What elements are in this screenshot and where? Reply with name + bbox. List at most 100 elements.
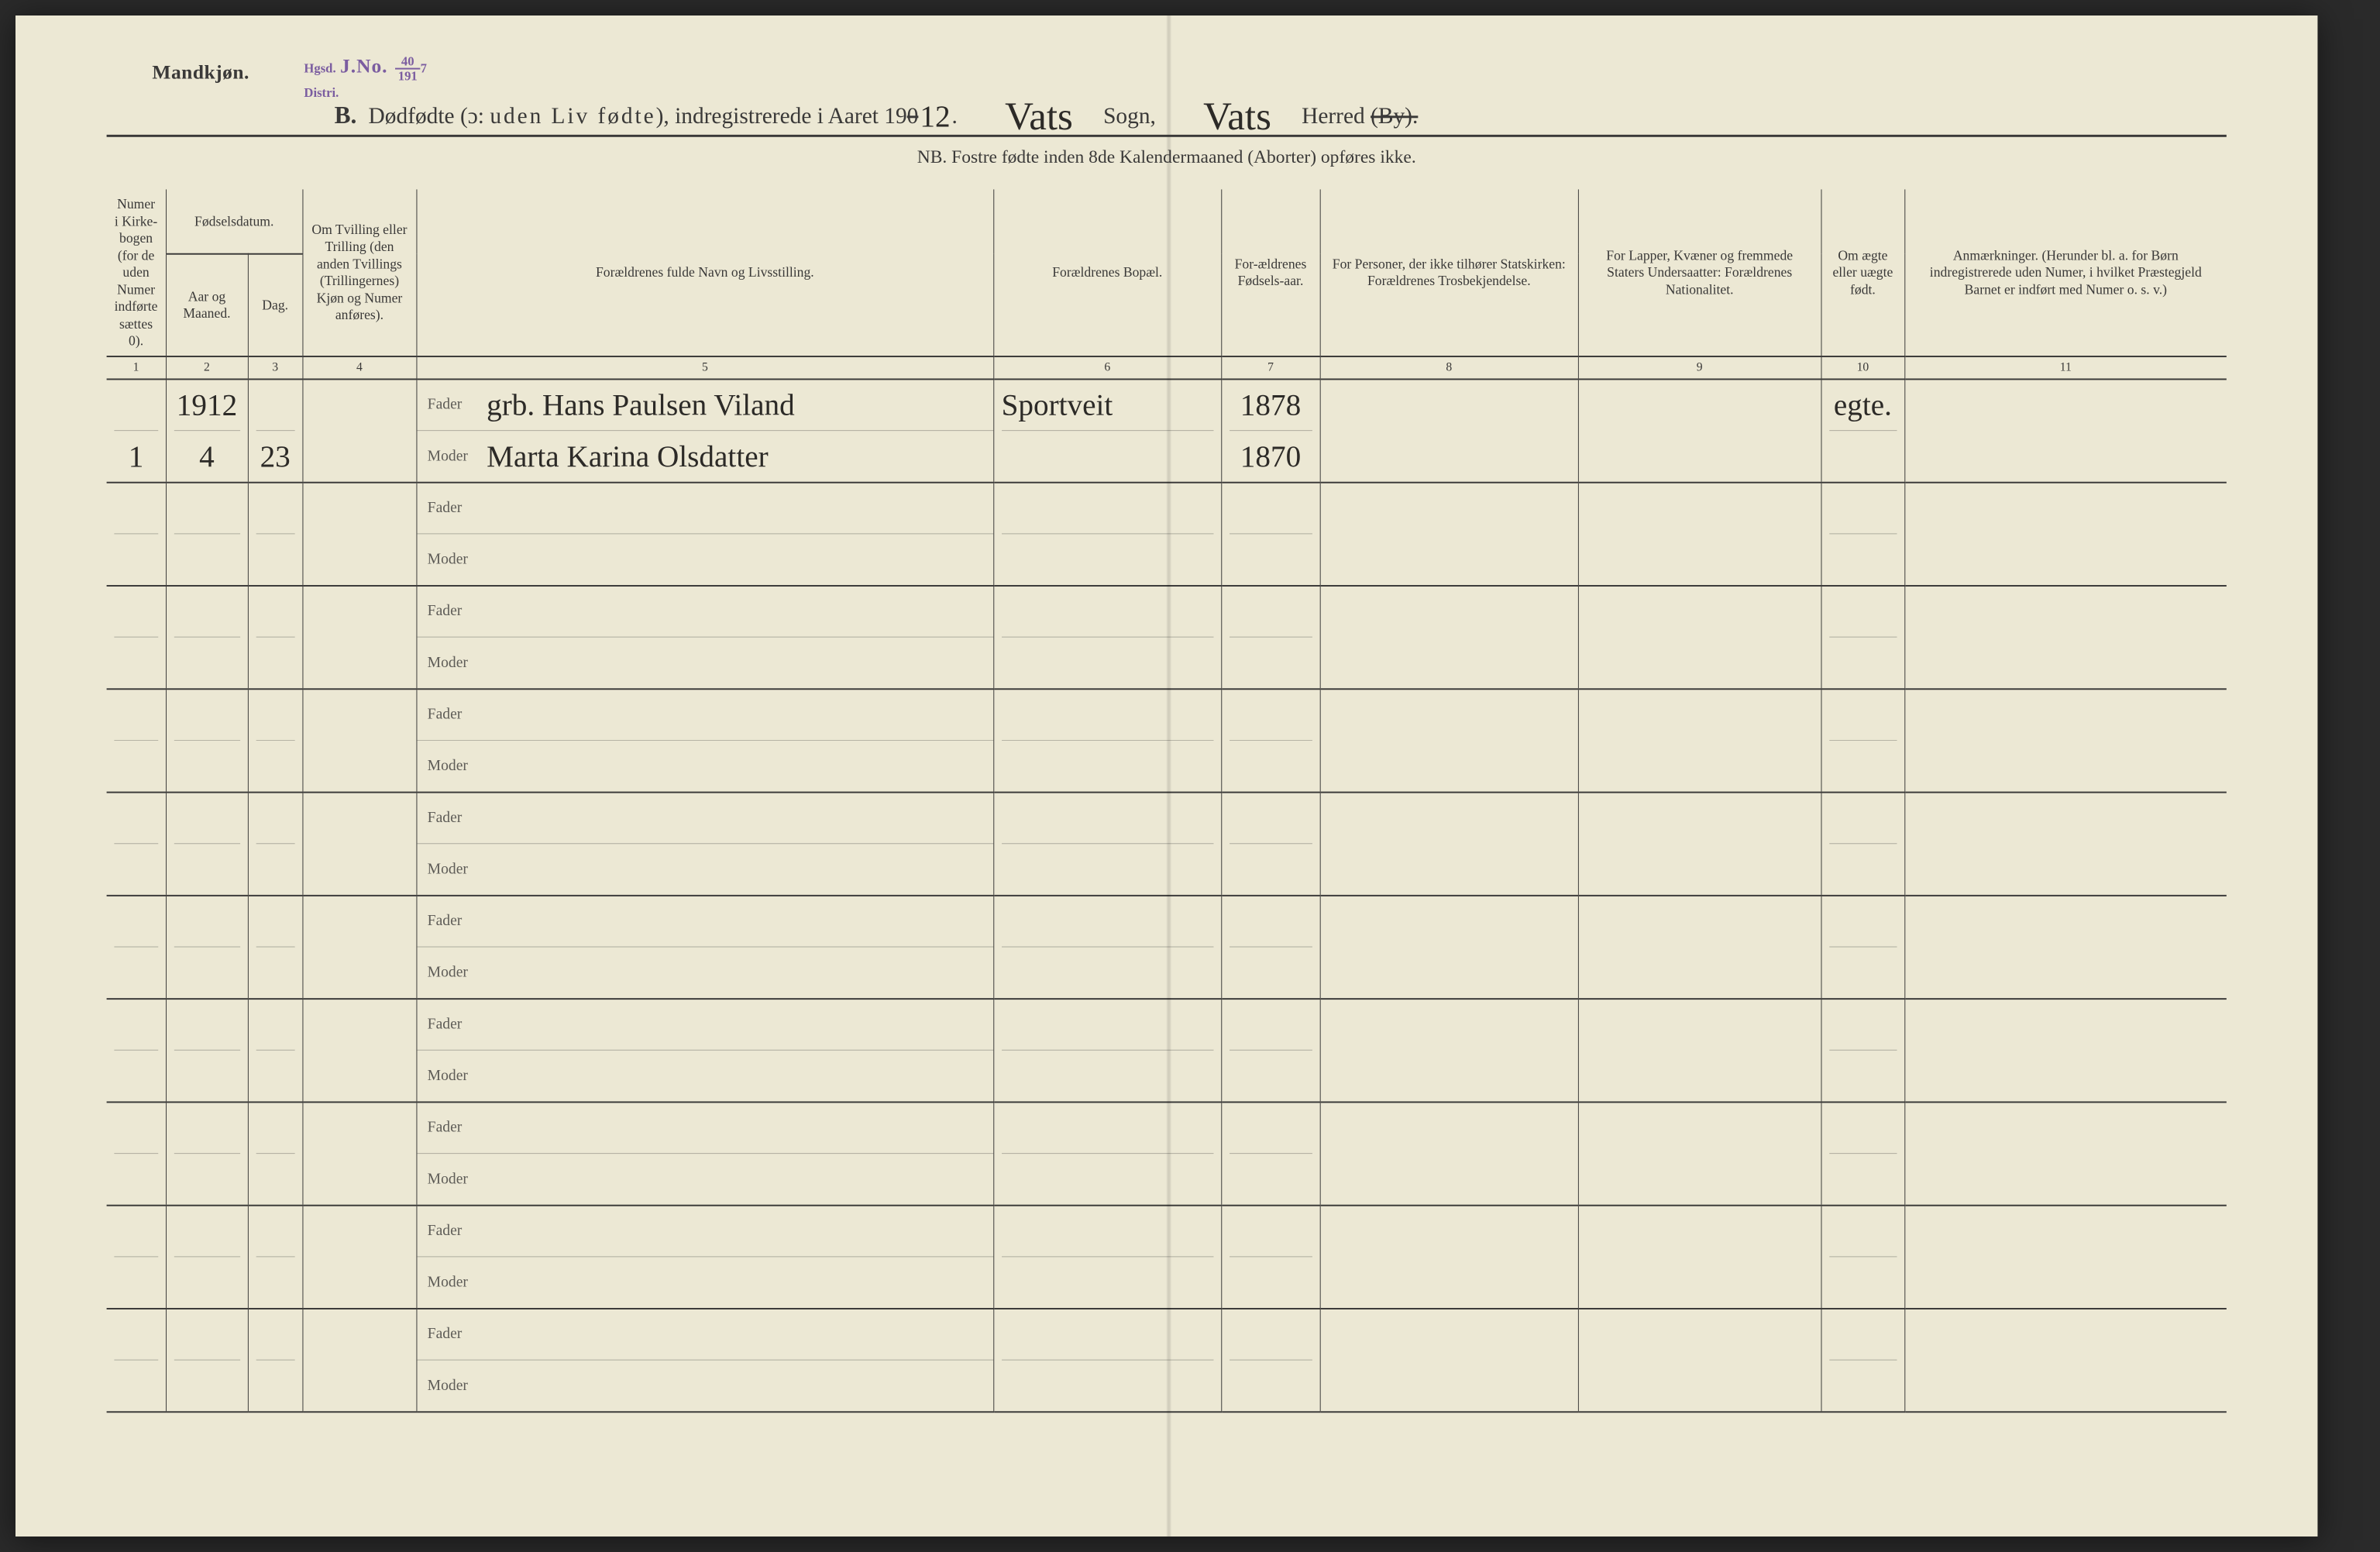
entry-day bbox=[248, 792, 303, 895]
entry-day bbox=[248, 586, 303, 689]
entry-twin bbox=[302, 482, 416, 585]
entry-number bbox=[107, 1102, 166, 1205]
entry-remarks bbox=[1904, 689, 2227, 792]
col-idx-6: 6 bbox=[993, 356, 1221, 379]
stamp-fraction: 40 191 bbox=[392, 55, 421, 82]
mother-label: Moder bbox=[428, 964, 487, 982]
mother-label: Moder bbox=[428, 861, 487, 879]
col-8-header: For Personer, der ikke tilhører Statskir… bbox=[1320, 189, 1578, 356]
entry-parent-birthyears bbox=[1221, 586, 1319, 689]
entry-faith bbox=[1320, 1309, 1578, 1412]
col-11-header: Anmærkninger. (Herunder bl. a. for Børn … bbox=[1904, 189, 2227, 356]
entry-remarks bbox=[1904, 586, 2227, 689]
entry-number bbox=[107, 792, 166, 895]
entry-legitimacy bbox=[1821, 1205, 1905, 1308]
mother-label: Moder bbox=[428, 1067, 487, 1085]
entry-remarks bbox=[1904, 792, 2227, 895]
father-label: Fader bbox=[428, 809, 487, 827]
entry-twin bbox=[302, 792, 416, 895]
entry-residence bbox=[993, 586, 1221, 689]
father-label: Fader bbox=[428, 706, 487, 724]
entry-nationality bbox=[1578, 379, 1821, 482]
entry-remarks bbox=[1904, 1102, 2227, 1205]
entry-residence: Sportveit bbox=[993, 379, 1221, 482]
entry-residence bbox=[993, 689, 1221, 792]
col-idx-3: 3 bbox=[248, 356, 303, 379]
mother-label: Moder bbox=[428, 654, 487, 672]
mother-label: Moder bbox=[428, 1274, 487, 1292]
father-label: Fader bbox=[428, 396, 487, 414]
entry-year-month bbox=[166, 482, 248, 585]
entry-twin bbox=[302, 1309, 416, 1412]
entry-parent-birthyears: 1878 1870 bbox=[1221, 379, 1319, 482]
register-page: Mandkjøn. Hgsd. J.No. 40 191 7 Distri. B… bbox=[15, 15, 2317, 1537]
gender-heading: Mandkjøn. bbox=[152, 61, 249, 84]
stamp-distri: Distri. bbox=[304, 85, 339, 100]
table-row: Fader Moder bbox=[107, 586, 2227, 689]
entry-twin bbox=[302, 999, 416, 1102]
entry-faith bbox=[1320, 792, 1578, 895]
stamp-suffix: 7 bbox=[421, 61, 427, 76]
entry-faith bbox=[1320, 482, 1578, 585]
entry-residence bbox=[993, 1309, 1221, 1412]
entry-twin bbox=[302, 689, 416, 792]
entry-parent-birthyears bbox=[1221, 689, 1319, 792]
mother-name: Marta Karina Olsdatter bbox=[487, 439, 982, 474]
col-idx-10: 10 bbox=[1821, 356, 1905, 379]
entry-year-month bbox=[166, 586, 248, 689]
entry-legitimacy: egte. bbox=[1821, 379, 1905, 482]
entry-parents: Fader Moder bbox=[416, 1102, 993, 1205]
entry-year-month: 1912 4 bbox=[166, 379, 248, 482]
entry-parent-birthyears bbox=[1221, 1309, 1319, 1412]
table-row: 1 1912 4 23 Fader grb. Hans Paulsen Vila… bbox=[107, 379, 2227, 482]
entry-number: 1 bbox=[107, 379, 166, 482]
col-3-subheader: Dag. bbox=[248, 253, 303, 356]
entry-day bbox=[248, 689, 303, 792]
entry-legitimacy bbox=[1821, 586, 1905, 689]
entry-nationality bbox=[1578, 586, 1821, 689]
entry-day bbox=[248, 999, 303, 1102]
entry-residence bbox=[993, 895, 1221, 998]
entry-number bbox=[107, 1205, 166, 1308]
col-9-header: For Lapper, Kvæner og fremmede Staters U… bbox=[1578, 189, 1821, 356]
entry-legitimacy bbox=[1821, 1102, 1905, 1205]
entry-parents: Fader Moder bbox=[416, 482, 993, 585]
entry-parents: Fader Moder bbox=[416, 689, 993, 792]
table-row: Fader Moder bbox=[107, 999, 2227, 1102]
father-label: Fader bbox=[428, 913, 487, 931]
entry-nationality bbox=[1578, 1309, 1821, 1412]
entry-parent-birthyears bbox=[1221, 1205, 1319, 1308]
entry-parents: Fader Moder bbox=[416, 586, 993, 689]
entry-year-month bbox=[166, 1309, 248, 1412]
col-2-subheader: Aar og Maaned. bbox=[166, 253, 248, 356]
entry-day: 23 bbox=[248, 379, 303, 482]
entry-year-month bbox=[166, 792, 248, 895]
entry-nationality bbox=[1578, 895, 1821, 998]
entry-remarks bbox=[1904, 895, 2227, 998]
entry-faith bbox=[1320, 379, 1578, 482]
table-row: Fader Moder bbox=[107, 1309, 2227, 1412]
entry-faith bbox=[1320, 999, 1578, 1102]
entry-remarks bbox=[1904, 379, 2227, 482]
table-row: Fader Moder bbox=[107, 792, 2227, 895]
entry-faith bbox=[1320, 1102, 1578, 1205]
entry-residence bbox=[993, 1205, 1221, 1308]
entry-parents: Fader grb. Hans Paulsen Viland Moder Mar… bbox=[416, 379, 993, 482]
entry-day bbox=[248, 895, 303, 998]
father-label: Fader bbox=[428, 603, 487, 621]
entry-day bbox=[248, 1205, 303, 1308]
father-label: Fader bbox=[428, 1223, 487, 1241]
register-table: Numer i Kirke-bogen (for de uden Numer i… bbox=[107, 189, 2227, 1412]
entry-twin bbox=[302, 895, 416, 998]
col-5-header: Forældrenes fulde Navn og Livsstilling. bbox=[416, 189, 993, 356]
entry-legitimacy bbox=[1821, 1309, 1905, 1412]
col-4-header: Om Tvilling eller Trilling (den anden Tv… bbox=[302, 189, 416, 356]
entry-parents: Fader Moder bbox=[416, 1309, 993, 1412]
entry-year-month bbox=[166, 1205, 248, 1308]
entry-number bbox=[107, 999, 166, 1102]
mother-label: Moder bbox=[428, 1377, 487, 1395]
title-spaced: uden Liv fødte bbox=[490, 104, 655, 129]
mother-label: Moder bbox=[428, 757, 487, 775]
entry-faith bbox=[1320, 895, 1578, 998]
stamp-frac-num: 40 bbox=[395, 55, 421, 70]
